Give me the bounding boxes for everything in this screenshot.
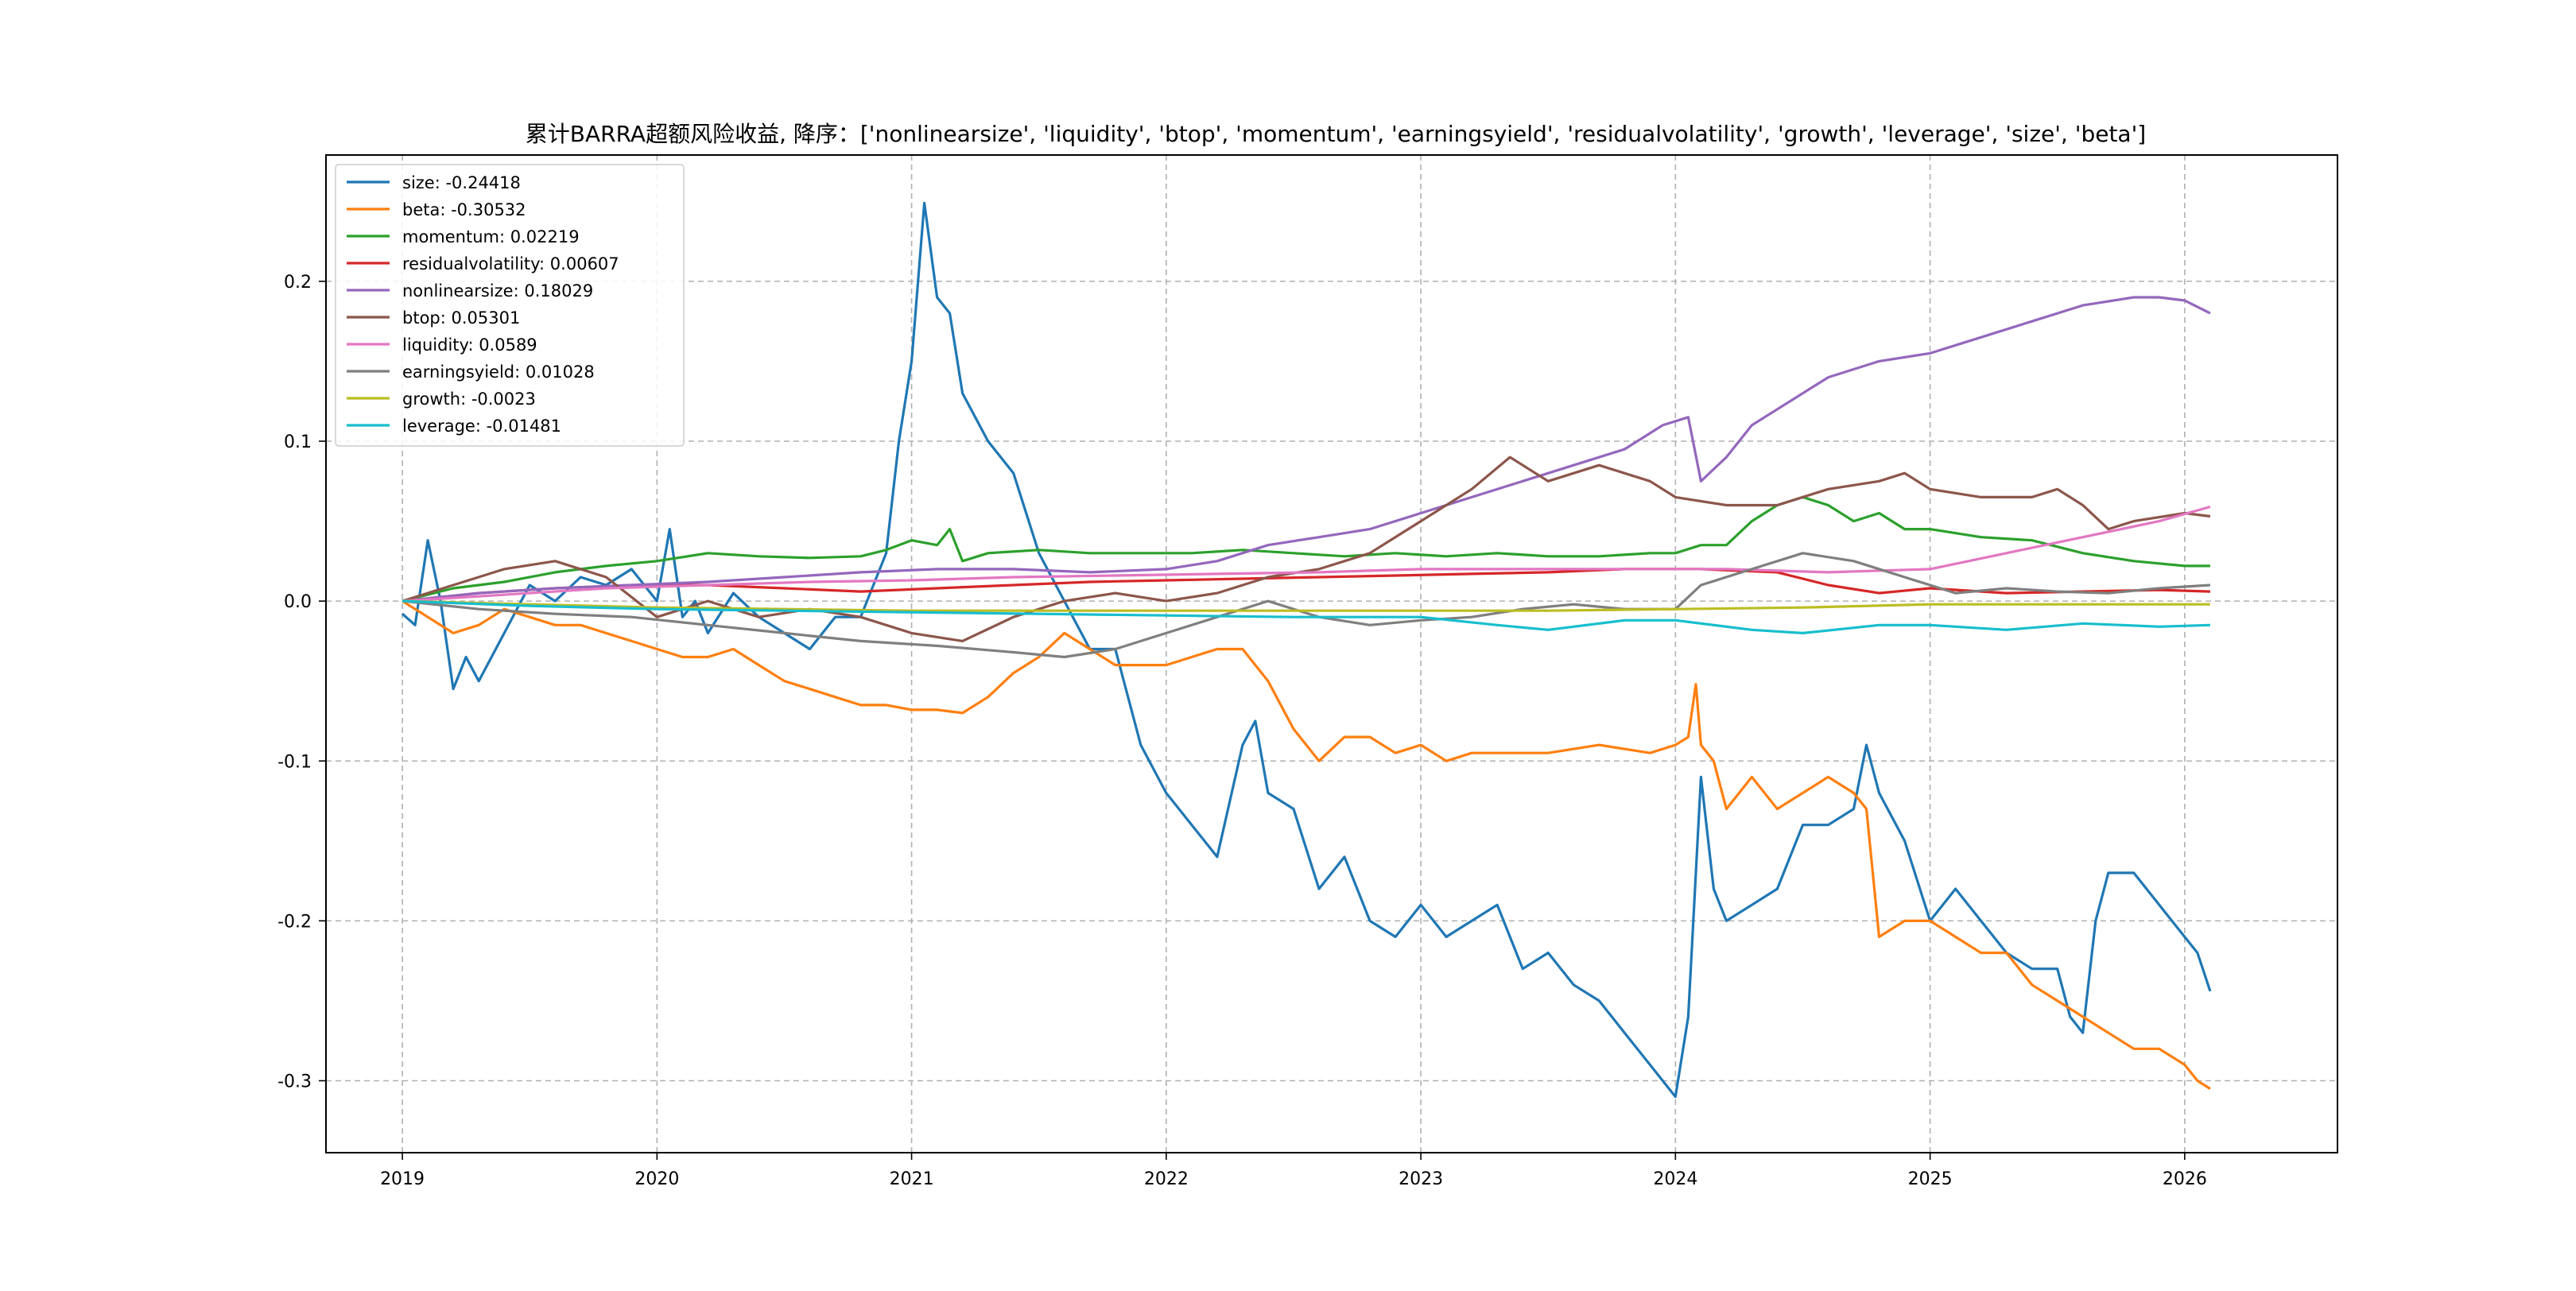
plot-area: 2019 2020 2021 2022 2023 2024 2025 2026 -0.3 -0.2… [277, 154, 2338, 1189]
legend-box [335, 164, 685, 447]
legend-label-leverage: leverage: -0.01481 [402, 417, 561, 436]
legend-label-beta: beta: -0.30532 [402, 200, 526, 219]
series-line-momentum [402, 495, 2210, 603]
y-tick-label: -0.1 [277, 752, 312, 772]
series-line-size [402, 201, 2212, 1099]
series-line-earningsyield [402, 552, 2210, 659]
legend-label-nonlinearsize: nonlinearsize: 0.18029 [402, 281, 593, 300]
series-line-nonlinearsize [402, 296, 2211, 603]
legend-label-residualvolatility: residualvolatility: 0.00607 [402, 254, 619, 273]
series-line-leverage [402, 599, 2210, 635]
x-tick-label: 2023 [1399, 1169, 1443, 1189]
y-tick-label: 0.2 [284, 273, 312, 293]
axes-frame [325, 154, 2338, 1153]
x-tick-label: 2019 [380, 1169, 425, 1189]
series-line-beta [402, 599, 2211, 1090]
y-tick-label: 0.0 [284, 592, 312, 612]
chart-title: 累计BARRA超额风险收益, 降序：['nonlinearsize', 'liq… [526, 121, 2146, 147]
x-tick-label: 2025 [1908, 1169, 1953, 1189]
x-tick-label: 2026 [2163, 1169, 2207, 1189]
x-tick-label: 2021 [890, 1169, 934, 1189]
x-tick-label: 2020 [634, 1169, 679, 1189]
legend-label-size: size: -0.24418 [402, 173, 521, 192]
x-tick-label: 2024 [1653, 1169, 1697, 1189]
y-tick-label: -0.2 [277, 912, 312, 932]
legend: size: -0.24418 beta: -0.30532 momentum: 0.… [335, 164, 685, 447]
series-line-btop [402, 456, 2211, 643]
legend-label-btop: btop: 0.05301 [402, 308, 520, 328]
x-tick-label: 2022 [1144, 1169, 1189, 1189]
legend-label-growth: growth: -0.0023 [402, 390, 536, 409]
legend-label-earningsyield: earningsyield: 0.01028 [402, 362, 595, 382]
legend-label-momentum: momentum: 0.02219 [402, 227, 580, 246]
legend-label-liquidity: liquidity: 0.0589 [402, 335, 537, 355]
series-line-growth [402, 599, 2210, 612]
y-tick-label: 0.1 [284, 432, 312, 452]
series-line-liquidity [402, 505, 2211, 603]
y-tick-label: -0.3 [277, 1072, 312, 1091]
